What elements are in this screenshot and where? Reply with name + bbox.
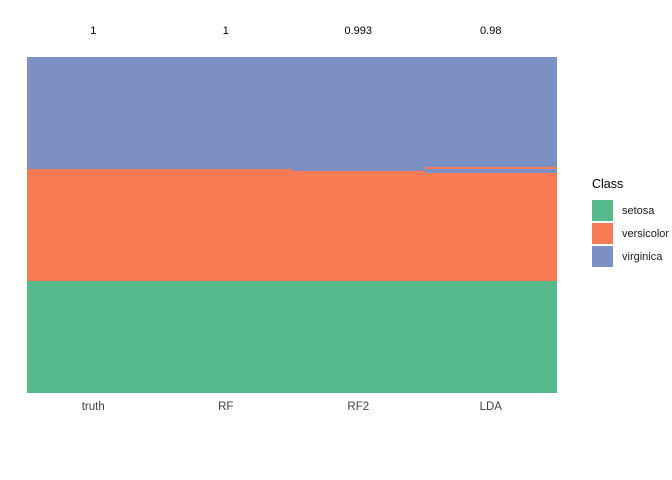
plot-area	[27, 57, 557, 393]
legend-item-versicolor: versicolor	[592, 223, 669, 244]
segment-virginica	[159, 57, 292, 169]
legend-swatch-setosa	[592, 200, 613, 221]
segment-versicolor	[424, 166, 557, 169]
x-tick-label-truth: truth	[81, 401, 105, 413]
segment-versicolor	[27, 169, 160, 281]
legend-items: setosa versicolor virginica	[592, 200, 669, 267]
segment-setosa	[159, 281, 292, 393]
column-RF2	[292, 57, 425, 393]
segment-versicolor	[292, 171, 425, 281]
column-truth	[27, 57, 160, 393]
x-tick-label-RF: RF	[218, 401, 234, 413]
accuracy-label-truth: 1	[90, 25, 97, 37]
legend-swatch-virginica	[592, 246, 613, 267]
accuracy-label-RF: 1	[222, 25, 229, 37]
legend-item-virginica: virginica	[592, 246, 669, 267]
legend-item-setosa: setosa	[592, 200, 669, 221]
legend-label-setosa: setosa	[622, 204, 655, 217]
x-tick-label-RF2: RF2	[347, 401, 370, 413]
segment-setosa	[27, 281, 160, 393]
segment-setosa	[292, 280, 425, 393]
segment-virginica	[27, 57, 160, 169]
legend-swatch-versicolor	[592, 223, 613, 244]
segment-versicolor	[159, 169, 292, 281]
x-tick-label-LDA: LDA	[479, 401, 502, 413]
column-RF	[159, 57, 292, 393]
column-LDA	[424, 57, 557, 393]
x-axis-labels-row: truth RF RF2 LDA	[27, 400, 557, 414]
segment-virginica	[292, 57, 425, 172]
segment-virginica	[424, 57, 557, 167]
accuracy-label-LDA: 0.98	[480, 25, 502, 37]
segment-versicolor	[424, 173, 557, 281]
legend-label-virginica: virginica	[622, 250, 663, 263]
legend-label-versicolor: versicolor	[622, 227, 670, 240]
accuracy-label-RF2: 0.993	[344, 25, 373, 37]
segment-virginica	[424, 168, 557, 174]
legend-title: Class	[592, 177, 624, 191]
accuracy-labels-row: 1 1 0.993 0.98	[27, 24, 557, 38]
segment-setosa	[424, 280, 557, 393]
legend: Class setosa versicolor virginica	[592, 177, 669, 269]
